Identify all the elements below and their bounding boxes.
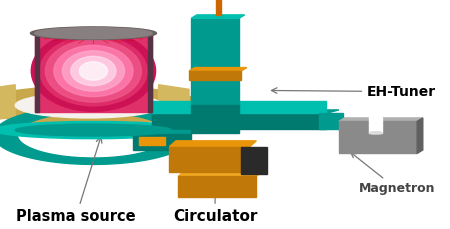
Ellipse shape — [0, 121, 194, 139]
Polygon shape — [170, 141, 256, 147]
Polygon shape — [158, 85, 189, 121]
Ellipse shape — [71, 56, 116, 86]
Text: Plasma source: Plasma source — [16, 137, 136, 224]
Text: EH-Tuner: EH-Tuner — [271, 85, 436, 99]
Polygon shape — [152, 110, 339, 113]
Polygon shape — [0, 106, 190, 164]
Polygon shape — [417, 118, 423, 153]
Polygon shape — [191, 15, 245, 18]
Polygon shape — [189, 68, 247, 71]
Polygon shape — [339, 121, 417, 153]
Polygon shape — [178, 171, 263, 176]
Text: Magnetron: Magnetron — [351, 153, 435, 195]
Ellipse shape — [79, 62, 108, 80]
Polygon shape — [0, 85, 15, 121]
Text: Circulator: Circulator — [173, 152, 257, 224]
Polygon shape — [170, 147, 250, 172]
Bar — [152, 101, 326, 113]
Bar — [139, 137, 165, 145]
Bar — [216, 0, 221, 15]
Ellipse shape — [15, 124, 171, 136]
Polygon shape — [320, 113, 343, 129]
Ellipse shape — [40, 36, 147, 106]
Bar — [152, 113, 326, 129]
Polygon shape — [133, 131, 198, 134]
Polygon shape — [241, 147, 267, 174]
Ellipse shape — [45, 40, 141, 102]
Polygon shape — [191, 18, 239, 105]
Polygon shape — [339, 118, 423, 121]
Ellipse shape — [54, 45, 133, 97]
Ellipse shape — [0, 86, 202, 125]
Ellipse shape — [35, 28, 152, 39]
Polygon shape — [35, 34, 39, 112]
Bar — [369, 118, 382, 133]
Polygon shape — [178, 176, 256, 197]
Bar — [133, 134, 191, 150]
Bar — [189, 71, 241, 80]
Ellipse shape — [15, 93, 163, 118]
Polygon shape — [35, 34, 152, 112]
Ellipse shape — [63, 51, 125, 91]
Ellipse shape — [32, 31, 156, 111]
Polygon shape — [191, 105, 239, 133]
Ellipse shape — [369, 132, 382, 134]
Polygon shape — [148, 34, 152, 112]
Ellipse shape — [31, 27, 157, 40]
Ellipse shape — [369, 117, 382, 119]
